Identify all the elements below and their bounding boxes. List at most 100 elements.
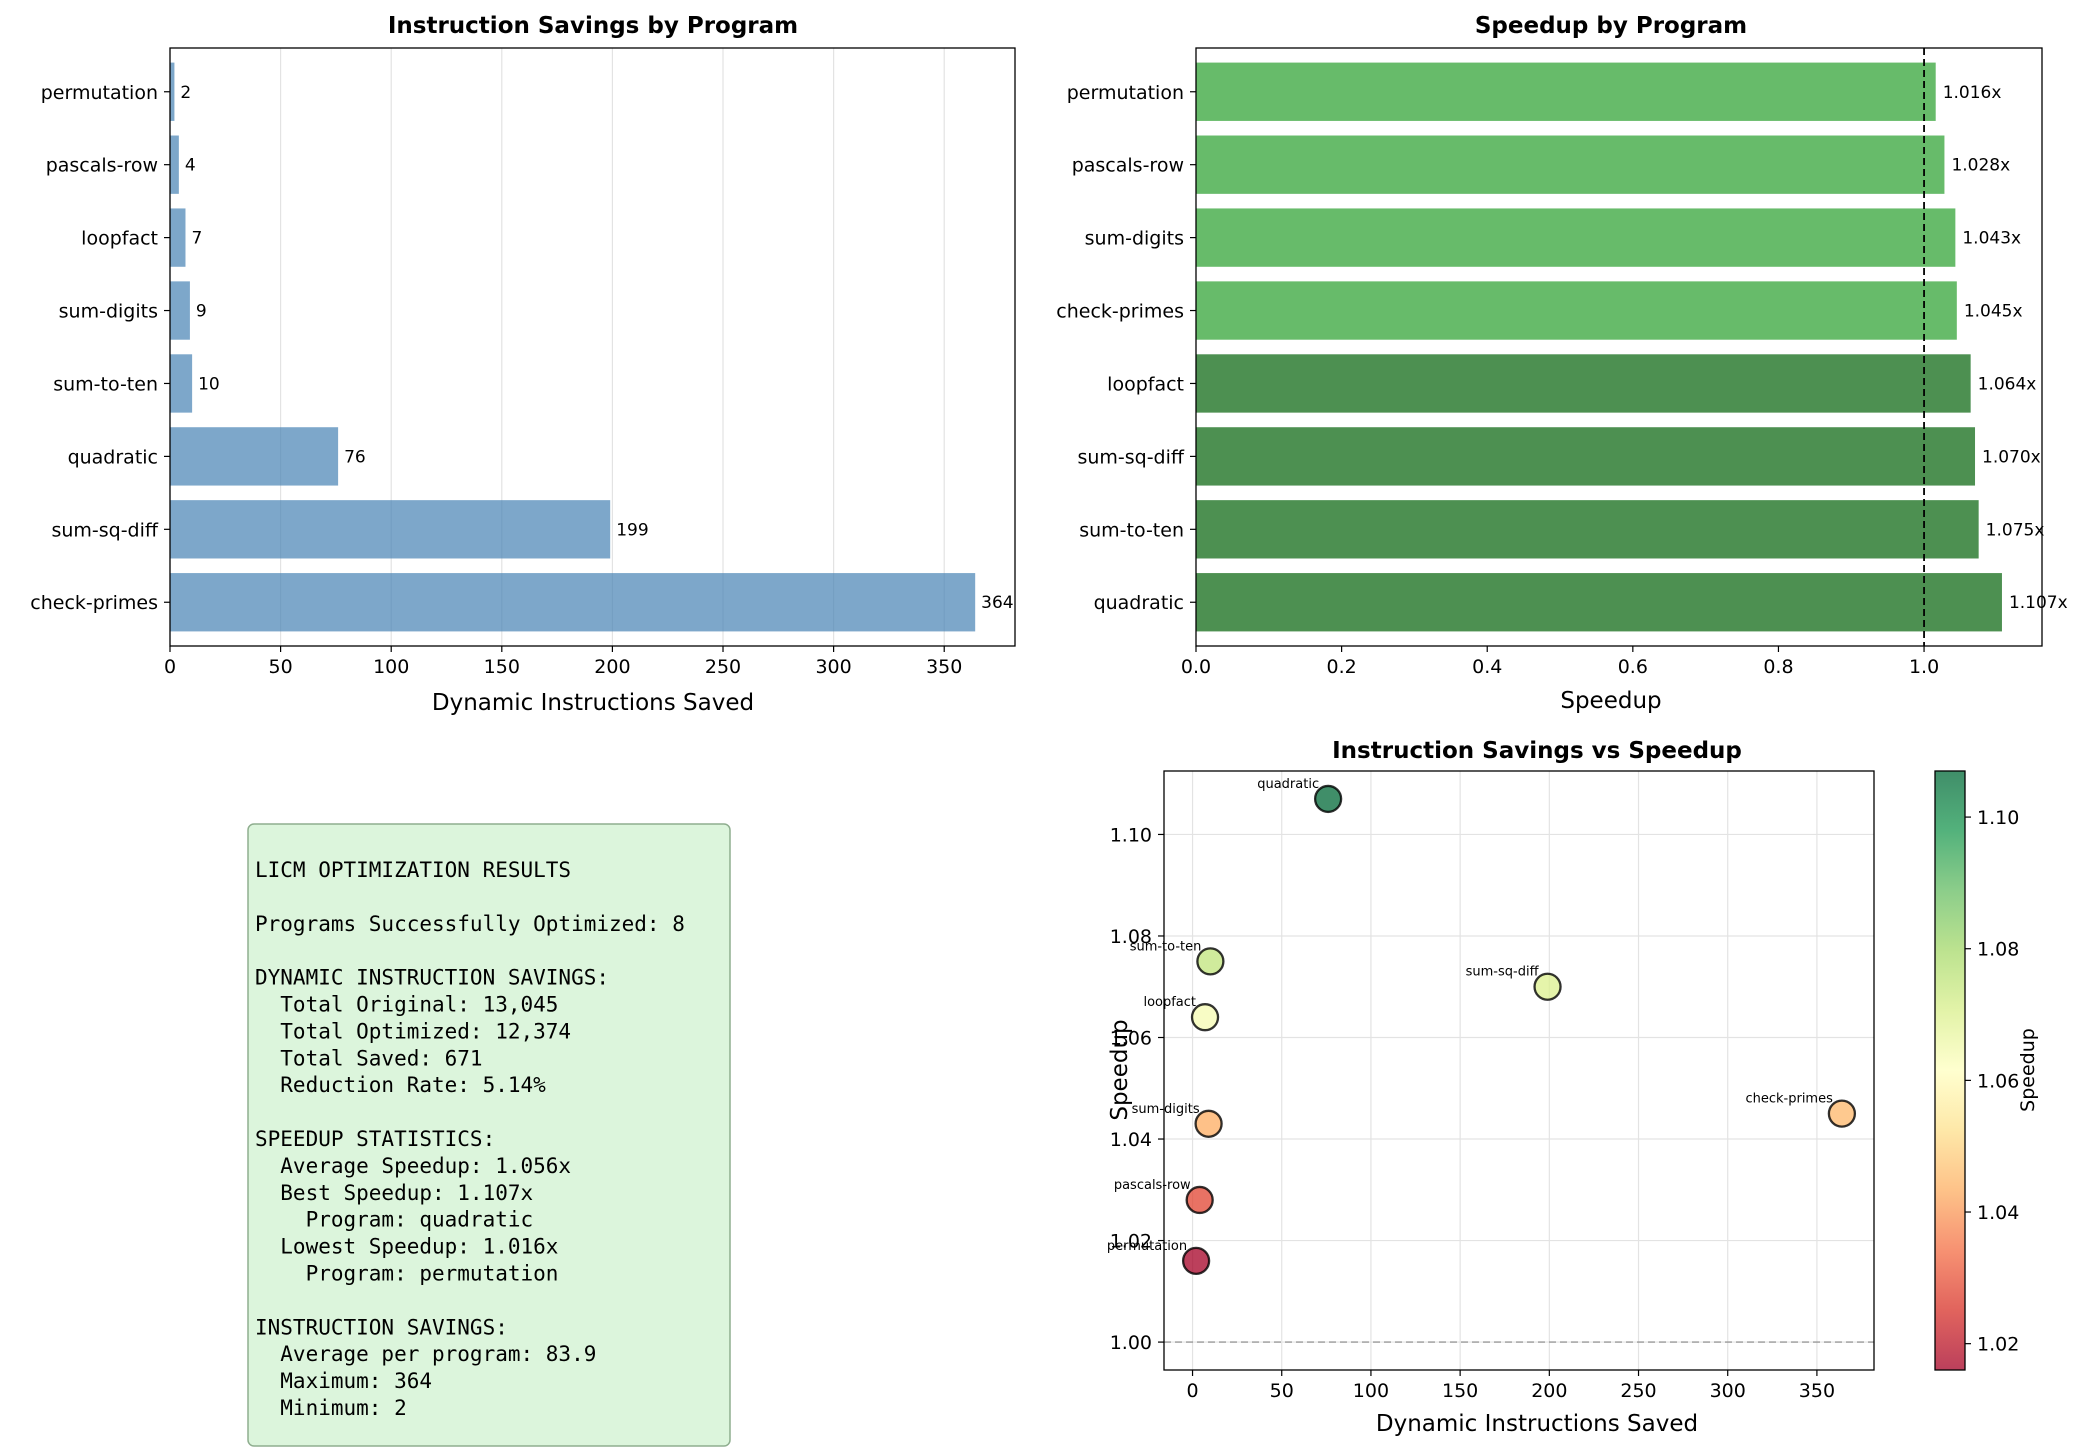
savings-bar <box>170 427 339 486</box>
summary-line: Total Saved: 671 <box>255 1046 483 1070</box>
speedup-x-tick-label: 1.0 <box>1909 656 1939 678</box>
colorbar-tick-label: 1.06 <box>1977 1070 2019 1092</box>
savings-x-tick-label: 200 <box>594 656 630 678</box>
summary-line: Total Optimized: 12,374 <box>255 1019 571 1043</box>
savings-bar <box>170 500 611 559</box>
summary-line: Program: permutation <box>255 1262 558 1286</box>
speedup-x-tick-label: 0.4 <box>1472 656 1502 678</box>
savings-y-tick-label: pascals-row <box>46 155 158 177</box>
savings-x-tick-label: 250 <box>705 656 741 678</box>
scatter-point-label: sum-digits <box>1132 1102 1200 1117</box>
scatter-x-tick-label: 200 <box>1531 1380 1567 1402</box>
scatter-y-tick-label: 1.02 <box>1110 1231 1152 1253</box>
scatter-x-tick-label: 300 <box>1710 1380 1746 1402</box>
scatter-x-tick-label: 250 <box>1620 1380 1656 1402</box>
speedup-bar <box>1196 427 1976 486</box>
speedup-x-tick-label: 0.0 <box>1181 656 1211 678</box>
scatter-x-tick-label: 150 <box>1442 1380 1478 1402</box>
speedup-y-tick-label: sum-digits <box>1085 228 1184 250</box>
scatter-point-label: sum-sq-diff <box>1466 965 1540 980</box>
savings-x-tick-label: 300 <box>815 656 851 678</box>
savings-bar-value-label: 199 <box>616 520 648 540</box>
speedup-bar <box>1196 135 1945 194</box>
scatter-point-label: loopfact <box>1143 995 1196 1010</box>
scatter-point <box>1190 1003 1220 1032</box>
savings-y-tick-label: sum-sq-diff <box>51 519 158 541</box>
savings-bar-value-label: 2 <box>180 83 191 103</box>
savings-y-tick-label: sum-to-ten <box>53 373 158 395</box>
summary-line: Best Speedup: 1.107x <box>255 1181 533 1205</box>
summary-line: SPEEDUP STATISTICS: <box>255 1127 495 1151</box>
scatter-y-tick-label: 1.06 <box>1110 1028 1152 1050</box>
colorbar-tick-label: 1.02 <box>1977 1334 2019 1356</box>
colorbar-frame <box>1934 770 1966 1371</box>
scatter-point-label: quadratic <box>1257 777 1319 792</box>
speedup-y-tick-label: permutation <box>1067 82 1184 104</box>
scatter-y-tick-label: 1.04 <box>1110 1129 1152 1151</box>
savings-y-tick-label: check-primes <box>30 592 158 614</box>
savings-bar-value-label: 7 <box>191 229 202 249</box>
summary-line: LICM OPTIMIZATION RESULTS <box>255 858 571 882</box>
scatter-chart: Instruction Savings vs Speedup quadratic… <box>1107 738 2039 1437</box>
scatter-x-tick-label: 350 <box>1799 1380 1835 1402</box>
savings-bar <box>170 135 179 194</box>
savings-bar <box>170 354 193 413</box>
summary-line: Programs Successfully Optimized: 8 <box>255 912 685 936</box>
speedup-bar <box>1196 500 1979 559</box>
speedup-plot-frame <box>1195 47 2043 647</box>
scatter-point <box>1181 1246 1211 1276</box>
savings-bar-value-label: 364 <box>981 593 1013 613</box>
savings-x-axis-label: Dynamic Instructions Saved <box>432 690 754 716</box>
colorbar-gradient <box>1935 771 1965 1370</box>
savings-bar <box>170 62 175 121</box>
savings-y-tick-label: quadratic <box>68 446 158 468</box>
colorbar-tick-label: 1.08 <box>1977 939 2019 961</box>
speedup-x-axis-label: Speedup <box>1560 688 1661 714</box>
summary-line: Maximum: 364 <box>255 1369 432 1393</box>
summary-line: Average per program: 83.9 <box>255 1342 596 1366</box>
savings-y-tick-label: loopfact <box>81 228 158 250</box>
speedup-y-tick-label: sum-to-ten <box>1079 519 1184 541</box>
speedup-chart: Speedup by Program 1.107x 1.075x 1.070x 1.0… <box>1056 13 2067 714</box>
speedup-x-tick-label: 0.6 <box>1618 656 1648 678</box>
speedup-bar <box>1196 354 1971 413</box>
scatter-plot-frame <box>1163 770 1875 1371</box>
scatter-point <box>1185 1185 1214 1215</box>
speedup-bar-value-label: 1.075x <box>1986 520 2045 540</box>
speedup-y-tick-label: loopfact <box>1107 373 1184 395</box>
speedup-bar-value-label: 1.064x <box>1978 374 2037 394</box>
scatter-point-label: check-primes <box>1745 1092 1833 1107</box>
summary-line: Total Original: 13,045 <box>255 993 558 1017</box>
savings-y-tick-label: sum-digits <box>59 301 158 323</box>
savings-bar-value-label: 76 <box>344 447 366 467</box>
scatter-y-tick-label: 1.10 <box>1110 824 1152 846</box>
scatter-x-tick-label: 0 <box>1186 1380 1198 1402</box>
summary-line: Reduction Rate: 5.14% <box>255 1073 546 1097</box>
speedup-bar <box>1196 62 1936 121</box>
speedup-bar <box>1196 573 2002 632</box>
scatter-point-label: pascals-row <box>1114 1178 1191 1193</box>
colorbar-tick-label: 1.10 <box>1977 807 2019 829</box>
speedup-bar-value-label: 1.043x <box>1962 229 2021 249</box>
scatter-point-label: sum-to-ten <box>1130 939 1202 954</box>
scatter-point <box>1196 947 1225 976</box>
scatter-point <box>1194 1109 1223 1138</box>
speedup-y-tick-label: quadratic <box>1094 592 1184 614</box>
colorbar-label: Speedup <box>2017 1028 2039 1112</box>
speedup-y-tick-label: pascals-row <box>1072 155 1184 177</box>
savings-bar-value-label: 4 <box>185 156 196 176</box>
savings-bar <box>170 281 190 340</box>
summary-line: Program: quadratic <box>255 1208 533 1232</box>
summary-line: DYNAMIC INSTRUCTION SAVINGS: <box>255 966 609 990</box>
summary-line: Lowest Speedup: 1.016x <box>255 1235 558 1259</box>
savings-x-tick-label: 50 <box>269 656 293 678</box>
scatter-point <box>1533 972 1562 1001</box>
summary-box-background <box>247 823 731 1447</box>
scatter-point <box>1313 784 1343 814</box>
speedup-bar-value-label: 1.028x <box>1951 156 2010 176</box>
scatter-y-tick-label: 1.00 <box>1110 1332 1152 1354</box>
speedup-bar-value-label: 1.070x <box>1982 447 2041 467</box>
speedup-bar-value-label: 1.016x <box>1943 83 2002 103</box>
savings-x-tick-label: 0 <box>164 656 176 678</box>
